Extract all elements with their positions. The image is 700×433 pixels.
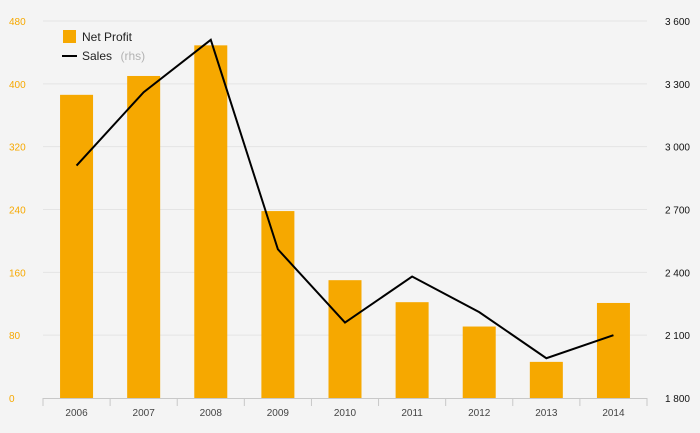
left-tick-label: 80 [9, 331, 21, 342]
bar-net-profit-2013 [529, 361, 563, 398]
x-tick-label-2006: 2006 [65, 408, 88, 419]
bar-net-profit-2009 [261, 211, 295, 398]
left-tick-label: 160 [9, 268, 26, 279]
legend-label-sales: Sales (rhs) [82, 47, 145, 64]
bar-net-profit-2014 [596, 302, 630, 398]
x-tick-label-2008: 2008 [200, 408, 223, 419]
legend-label-net-profit: Net Profit [82, 30, 133, 44]
bar-net-profit-2007 [127, 75, 161, 399]
x-tick-label-2012: 2012 [468, 408, 491, 419]
legend-label-sales-suffix: (rhs) [120, 49, 145, 63]
x-tick-label-2014: 2014 [602, 408, 625, 419]
sales-line-series [75, 38, 614, 360]
axes: 0 1 800 80 2 100 160 2 400 240 2 700 320 3 000 400… [9, 17, 690, 419]
right-tick-label: 1 800 [665, 394, 690, 405]
bar-net-profit-2010 [328, 280, 362, 398]
right-tick-label: 3 300 [665, 80, 690, 91]
right-tick-label: 3 000 [665, 143, 690, 154]
right-tick-label: 2 400 [665, 268, 690, 279]
right-tick-label: 2 700 [665, 206, 690, 217]
legend-label-sales-name: Sales [82, 49, 112, 63]
left-tick-label: 480 [9, 17, 26, 28]
net-profit-bars [60, 45, 630, 399]
x-tick-label-2009: 2009 [267, 408, 290, 419]
bar-net-profit-2006 [60, 94, 94, 399]
x-tick-label-2010: 2010 [334, 408, 357, 419]
x-tick-label-2007: 2007 [133, 408, 156, 419]
bar-net-profit-2012 [462, 326, 496, 398]
left-tick-label: 0 [9, 394, 15, 405]
left-tick-label: 240 [9, 206, 26, 217]
legend: Net Profit Sales (rhs) [62, 30, 145, 64]
right-tick-label: 2 100 [665, 331, 690, 342]
left-tick-label: 400 [9, 80, 26, 91]
right-tick-label: 3 600 [665, 17, 690, 28]
x-tick-label-2013: 2013 [535, 408, 558, 419]
left-tick-label: 320 [9, 143, 26, 154]
x-tick-label-2011: 2011 [401, 408, 423, 419]
bar-net-profit-2011 [395, 302, 429, 398]
legend-swatch-net-profit [63, 30, 76, 43]
bar-net-profit-2008 [194, 45, 228, 399]
